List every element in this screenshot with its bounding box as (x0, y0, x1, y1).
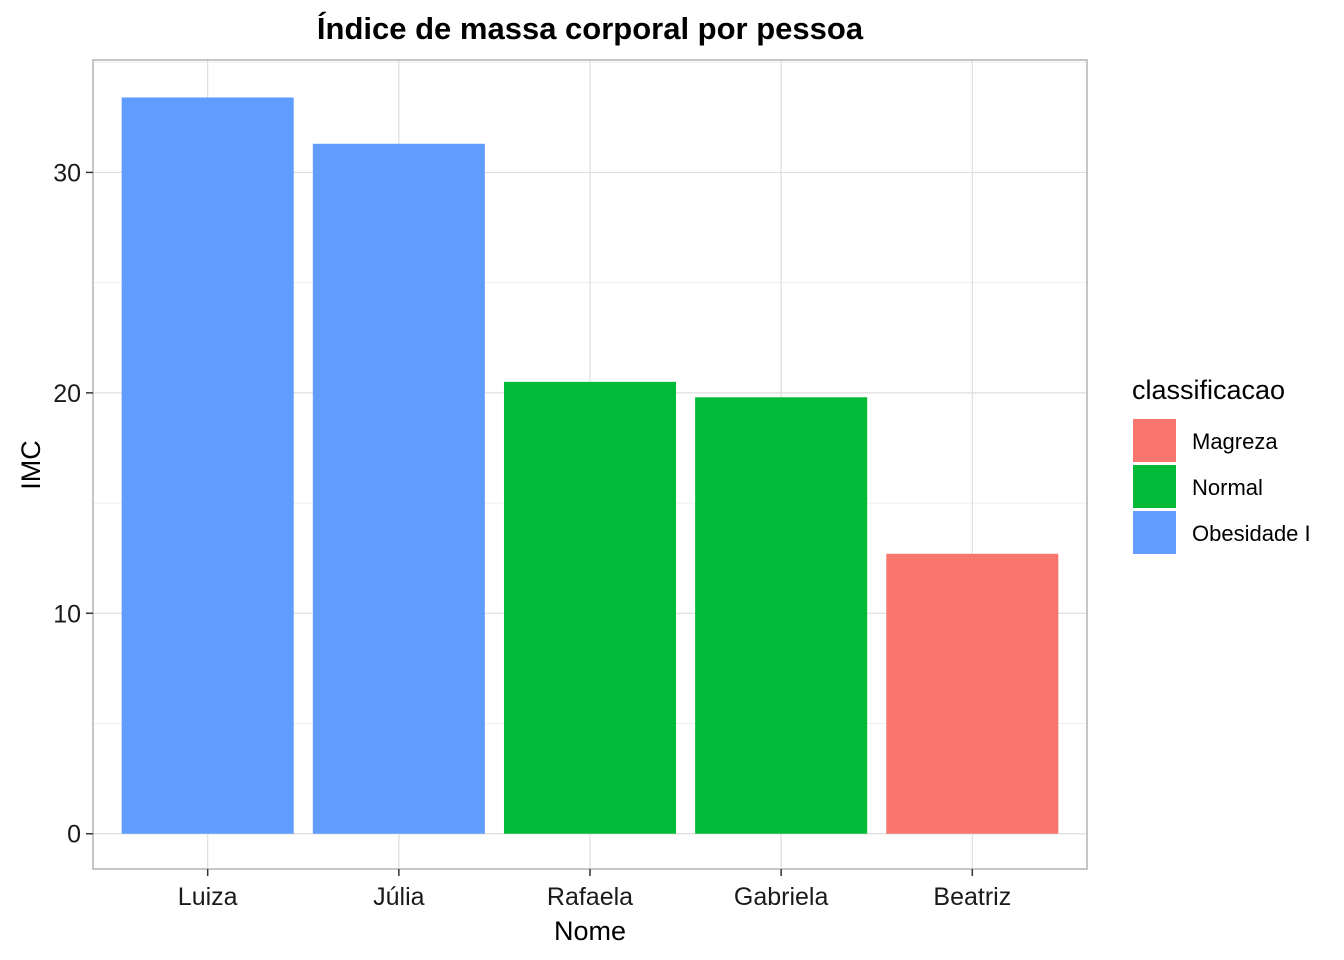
bar-gabriela (695, 397, 868, 834)
legend-key-normal (1133, 465, 1176, 508)
legend-label: Normal (1192, 475, 1263, 500)
bar-rafaela (503, 381, 677, 834)
bar-beatriz (886, 553, 1059, 834)
legend: classificacao Magreza Normal Obesidade I (1132, 375, 1311, 554)
x-tick-label: Rafaela (547, 883, 633, 911)
legend-label: Obesidade I (1192, 521, 1311, 546)
y-tick-label: 10 (53, 600, 81, 628)
legend-label: Magreza (1192, 429, 1278, 454)
bar-luiza (121, 97, 294, 834)
bars (121, 97, 1059, 834)
x-axis-title: Nome (554, 916, 626, 946)
x-tick-label: Júlia (373, 883, 425, 911)
legend-key-obesidade-i (1133, 511, 1176, 554)
bar-júlia (312, 143, 485, 834)
y-tick-label: 30 (53, 159, 81, 187)
x-tick-label: Gabriela (734, 883, 829, 911)
y-axis-ticks: 0 10 20 30 (53, 159, 93, 849)
x-tick-label: Luiza (178, 883, 238, 911)
y-axis-title: IMC (16, 440, 46, 490)
y-tick-label: 0 (67, 821, 81, 849)
x-tick-label: Beatriz (933, 883, 1011, 911)
chart-title: Índice de massa corporal por pessoa (317, 11, 864, 46)
legend-key-magreza (1133, 419, 1176, 462)
x-axis-ticks: Luiza Júlia Rafaela Gabriela Beatriz (178, 869, 1011, 911)
legend-title: classificacao (1132, 375, 1285, 405)
y-tick-label: 20 (53, 380, 81, 408)
